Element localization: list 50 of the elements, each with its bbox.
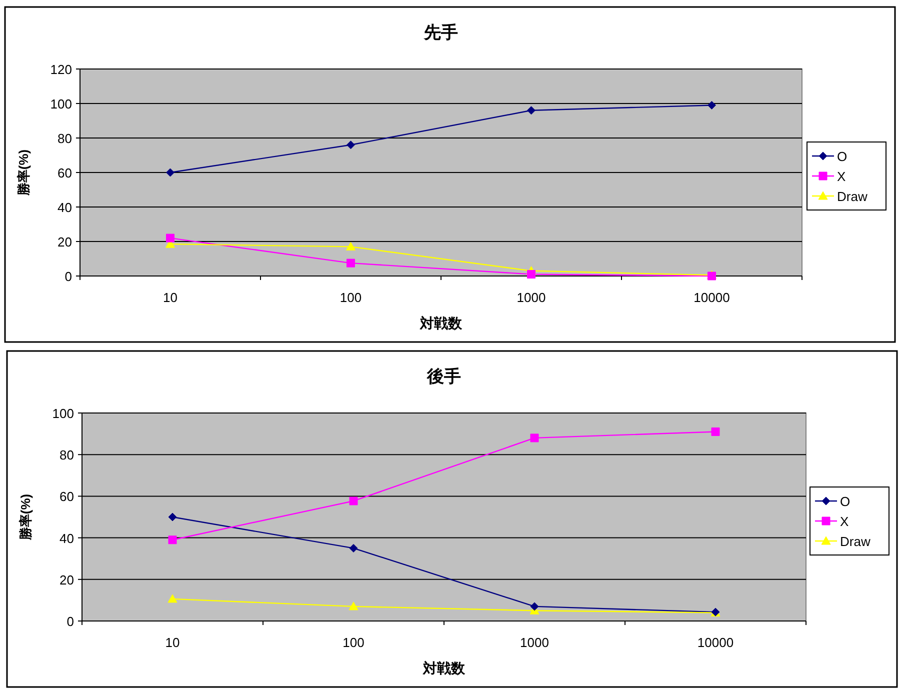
point — [530, 602, 539, 611]
point — [349, 496, 358, 506]
y-tick-label: 60 — [58, 166, 72, 180]
point — [349, 544, 358, 552]
y-tick-label: 100 — [52, 406, 74, 421]
point — [346, 140, 355, 150]
y-axis-title: 勝率(%) — [16, 149, 31, 197]
y-tick-label: 80 — [58, 131, 72, 146]
point — [346, 258, 355, 268]
x-tick-label: 10 — [165, 635, 180, 650]
y-tick-label: 80 — [60, 448, 74, 463]
x-tick-label: 1000 — [516, 290, 546, 305]
y-tick-label: 0 — [66, 614, 74, 629]
point — [348, 602, 358, 610]
point — [166, 168, 174, 177]
y-tick-label: 60 — [60, 489, 74, 504]
x-tick-label: 10 — [163, 290, 178, 305]
point — [168, 512, 177, 522]
point — [166, 234, 174, 242]
point — [527, 106, 536, 115]
y-axis-title: 勝率(%) — [18, 494, 33, 542]
x-tick-label: 100 — [340, 290, 362, 305]
y-tick-label: 0 — [64, 269, 72, 284]
point — [708, 100, 716, 110]
y-tick-label: 40 — [58, 200, 72, 215]
x-tick-label: 10000 — [697, 635, 734, 650]
chart-title: 後手 — [426, 367, 461, 386]
point — [530, 434, 539, 442]
legend-label: O — [840, 494, 850, 509]
x-tick-label: 1000 — [520, 635, 549, 650]
x-axis-title: 対戦数 — [419, 315, 463, 331]
x-tick-label: 100 — [342, 635, 364, 650]
legend-label: X — [840, 514, 849, 529]
legend-label: Draw — [837, 189, 868, 204]
legend-label: X — [837, 169, 846, 184]
point — [346, 242, 356, 250]
point — [711, 427, 720, 436]
y-tick-label: 40 — [60, 530, 74, 546]
legend-label: O — [837, 149, 848, 164]
point — [168, 536, 177, 544]
point — [527, 270, 536, 279]
y-tick-label: 100 — [50, 96, 72, 112]
y-tick-label: 20 — [60, 572, 74, 588]
y-tick-label: 120 — [50, 62, 72, 77]
y-tick-label: 20 — [58, 234, 72, 250]
x-axis-title: 対戦数 — [422, 660, 466, 676]
legend-label: Draw — [840, 534, 871, 549]
chart-title: 先手 — [423, 23, 458, 42]
point — [168, 594, 178, 603]
x-tick-label: 10000 — [694, 290, 730, 305]
